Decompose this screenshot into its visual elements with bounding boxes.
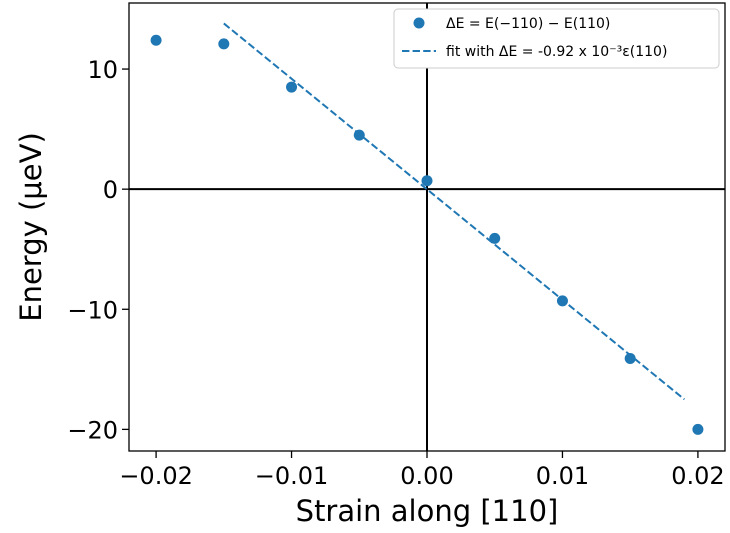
y-axis-title: Energy (μeV) — [14, 132, 48, 322]
y-tick-label: −10 — [67, 296, 118, 324]
legend: ΔE = E(−110) − E(110) fit with ΔE = -0.9… — [393, 8, 720, 69]
legend-marker-points — [413, 17, 425, 29]
data-point — [353, 129, 365, 141]
data-point — [624, 353, 636, 365]
data-point — [421, 175, 433, 187]
data-point — [692, 423, 704, 435]
x-tick-label: 0.02 — [671, 462, 724, 490]
data-point — [218, 38, 230, 50]
y-tick-label: 0 — [103, 176, 118, 204]
y-axis-ticks: −20 −10 0 10 — [67, 56, 129, 444]
data-point — [150, 34, 162, 46]
data-point — [489, 232, 501, 244]
legend-entry-points: ΔE = E(−110) − E(110) — [446, 16, 610, 32]
x-tick-label: −0.01 — [255, 462, 329, 490]
y-tick-label: −20 — [67, 416, 118, 444]
x-tick-label: 0.01 — [536, 462, 589, 490]
legend-box — [393, 8, 720, 69]
legend-entry-fit: fit with ΔE = -0.92 x 10⁻³ε(110) — [446, 44, 667, 60]
y-tick-label: 10 — [87, 56, 118, 84]
plot-area — [128, 2, 726, 452]
x-tick-label: 0.00 — [400, 462, 453, 490]
fit-line — [223, 22, 685, 401]
data-point — [556, 295, 568, 307]
data-point — [286, 81, 298, 93]
x-axis-title: Strain along [110] — [296, 494, 559, 528]
x-tick-label: −0.02 — [119, 462, 193, 490]
x-axis-ticks: −0.02 −0.01 0.00 0.01 0.02 — [119, 451, 725, 490]
